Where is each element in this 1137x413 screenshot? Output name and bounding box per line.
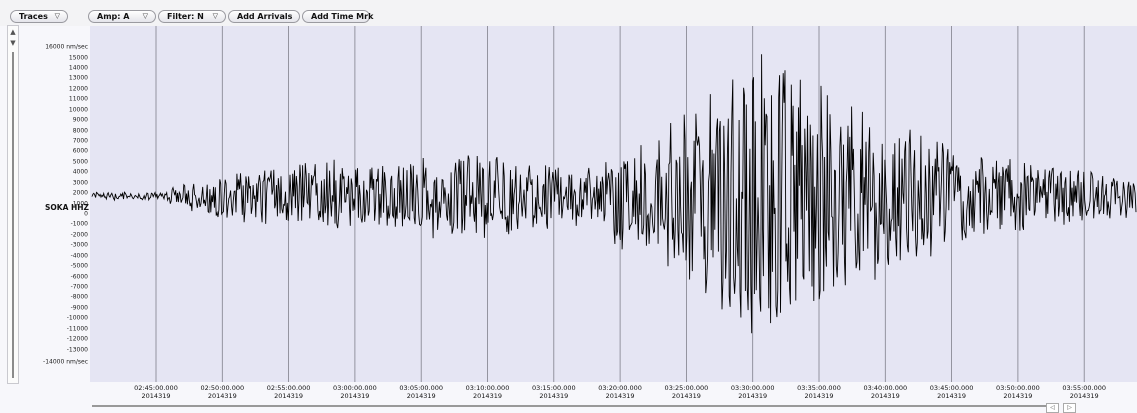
time-value: 03:40:00.000 <box>863 384 907 392</box>
date-value: 2014319 <box>134 392 178 400</box>
time-value: 03:45:00.000 <box>930 384 974 392</box>
y-tick-label: -5000 <box>71 263 88 270</box>
amplitude-axis: 16000 nm/sec 15000 14000 13000 12000 11000 10… <box>0 0 92 384</box>
date-value: 2014319 <box>399 392 443 400</box>
time-tick-label: 03:45:00.000 2014319 <box>930 384 974 400</box>
time-value: 03:10:00.000 <box>466 384 510 392</box>
date-value: 2014319 <box>1062 392 1106 400</box>
y-tick-label: -12000 <box>67 336 88 343</box>
scroll-track[interactable] <box>92 405 1052 407</box>
y-tick-label: -9000 <box>71 304 88 311</box>
time-value: 02:55:00.000 <box>267 384 311 392</box>
time-tick-label: 02:55:00.000 2014319 <box>267 384 311 400</box>
y-tick-label: 10000 <box>69 106 88 113</box>
time-tick-label: 03:00:00.000 2014319 <box>333 384 377 400</box>
date-value: 2014319 <box>466 392 510 400</box>
time-value: 03:35:00.000 <box>797 384 841 392</box>
date-value: 2014319 <box>333 392 377 400</box>
time-tick-label: 03:15:00.000 2014319 <box>532 384 576 400</box>
time-tick-label: 03:20:00.000 2014319 <box>598 384 642 400</box>
date-value: 2014319 <box>996 392 1040 400</box>
y-tick-label: 11000 <box>69 96 88 103</box>
y-tick-label: 5000 <box>73 158 88 165</box>
y-tick-label: -1000 <box>71 221 88 228</box>
y-tick-label: -2000 <box>71 231 88 238</box>
y-tick-label: -4000 <box>71 252 88 259</box>
date-value: 2014319 <box>731 392 775 400</box>
time-value: 03:55:00.000 <box>1062 384 1106 392</box>
time-value: 03:30:00.000 <box>731 384 775 392</box>
time-tick-label: 03:30:00.000 2014319 <box>731 384 775 400</box>
y-tick-label: 2000 <box>73 190 88 197</box>
date-value: 2014319 <box>532 392 576 400</box>
y-tick-label: 4000 <box>73 169 88 176</box>
y-tick-label: 6000 <box>73 148 88 155</box>
date-value: 2014319 <box>863 392 907 400</box>
y-tick-label: 7000 <box>73 137 88 144</box>
date-value: 2014319 <box>200 392 244 400</box>
time-tick-label: 03:25:00.000 2014319 <box>665 384 709 400</box>
date-value: 2014319 <box>930 392 974 400</box>
y-tick-label: -6000 <box>71 273 88 280</box>
y-tick-label: 14000 <box>69 64 88 71</box>
time-tick-label: 03:05:00.000 2014319 <box>399 384 443 400</box>
time-tick-label: 03:40:00.000 2014319 <box>863 384 907 400</box>
waveform-line <box>92 54 1136 333</box>
y-axis-bottom-label: -14000 nm/sec <box>43 359 88 366</box>
date-value: 2014319 <box>797 392 841 400</box>
y-tick-label: -3000 <box>71 242 88 249</box>
time-value: 03:15:00.000 <box>532 384 576 392</box>
time-tick-label: 02:50:00.000 2014319 <box>200 384 244 400</box>
y-tick-label: 8000 <box>73 127 88 134</box>
time-tick-label: 03:35:00.000 2014319 <box>797 384 841 400</box>
time-value: 03:25:00.000 <box>665 384 709 392</box>
time-value: 02:50:00.000 <box>200 384 244 392</box>
date-value: 2014319 <box>267 392 311 400</box>
date-value: 2014319 <box>598 392 642 400</box>
date-value: 2014319 <box>665 392 709 400</box>
y-axis-top-label: 16000 nm/sec <box>45 44 88 51</box>
time-value: 03:05:00.000 <box>399 384 443 392</box>
time-tick-label: 03:55:00.000 2014319 <box>1062 384 1106 400</box>
y-tick-label: 12000 <box>69 85 88 92</box>
horizontal-scrollbar[interactable]: ◁ ▷ <box>90 403 1137 412</box>
y-tick-label: 13000 <box>69 75 88 82</box>
time-tick-label: 02:45:00.000 2014319 <box>134 384 178 400</box>
time-value: 03:50:00.000 <box>996 384 1040 392</box>
y-tick-label: 3000 <box>73 179 88 186</box>
time-tick-label: 03:50:00.000 2014319 <box>996 384 1040 400</box>
channel-label: SOKA HHZ <box>45 203 89 212</box>
time-value: 03:20:00.000 <box>598 384 642 392</box>
y-tick-label: -10000 <box>67 315 88 322</box>
y-tick-label: -8000 <box>71 294 88 301</box>
time-value: 02:45:00.000 <box>134 384 178 392</box>
y-tick-label: -11000 <box>67 325 88 332</box>
y-tick-label: -7000 <box>71 284 88 291</box>
time-value: 03:00:00.000 <box>333 384 377 392</box>
y-tick-label: 9000 <box>73 117 88 124</box>
y-tick-label: -13000 <box>67 346 88 353</box>
time-tick-label: 03:10:00.000 2014319 <box>466 384 510 400</box>
y-tick-label: 15000 <box>69 54 88 61</box>
